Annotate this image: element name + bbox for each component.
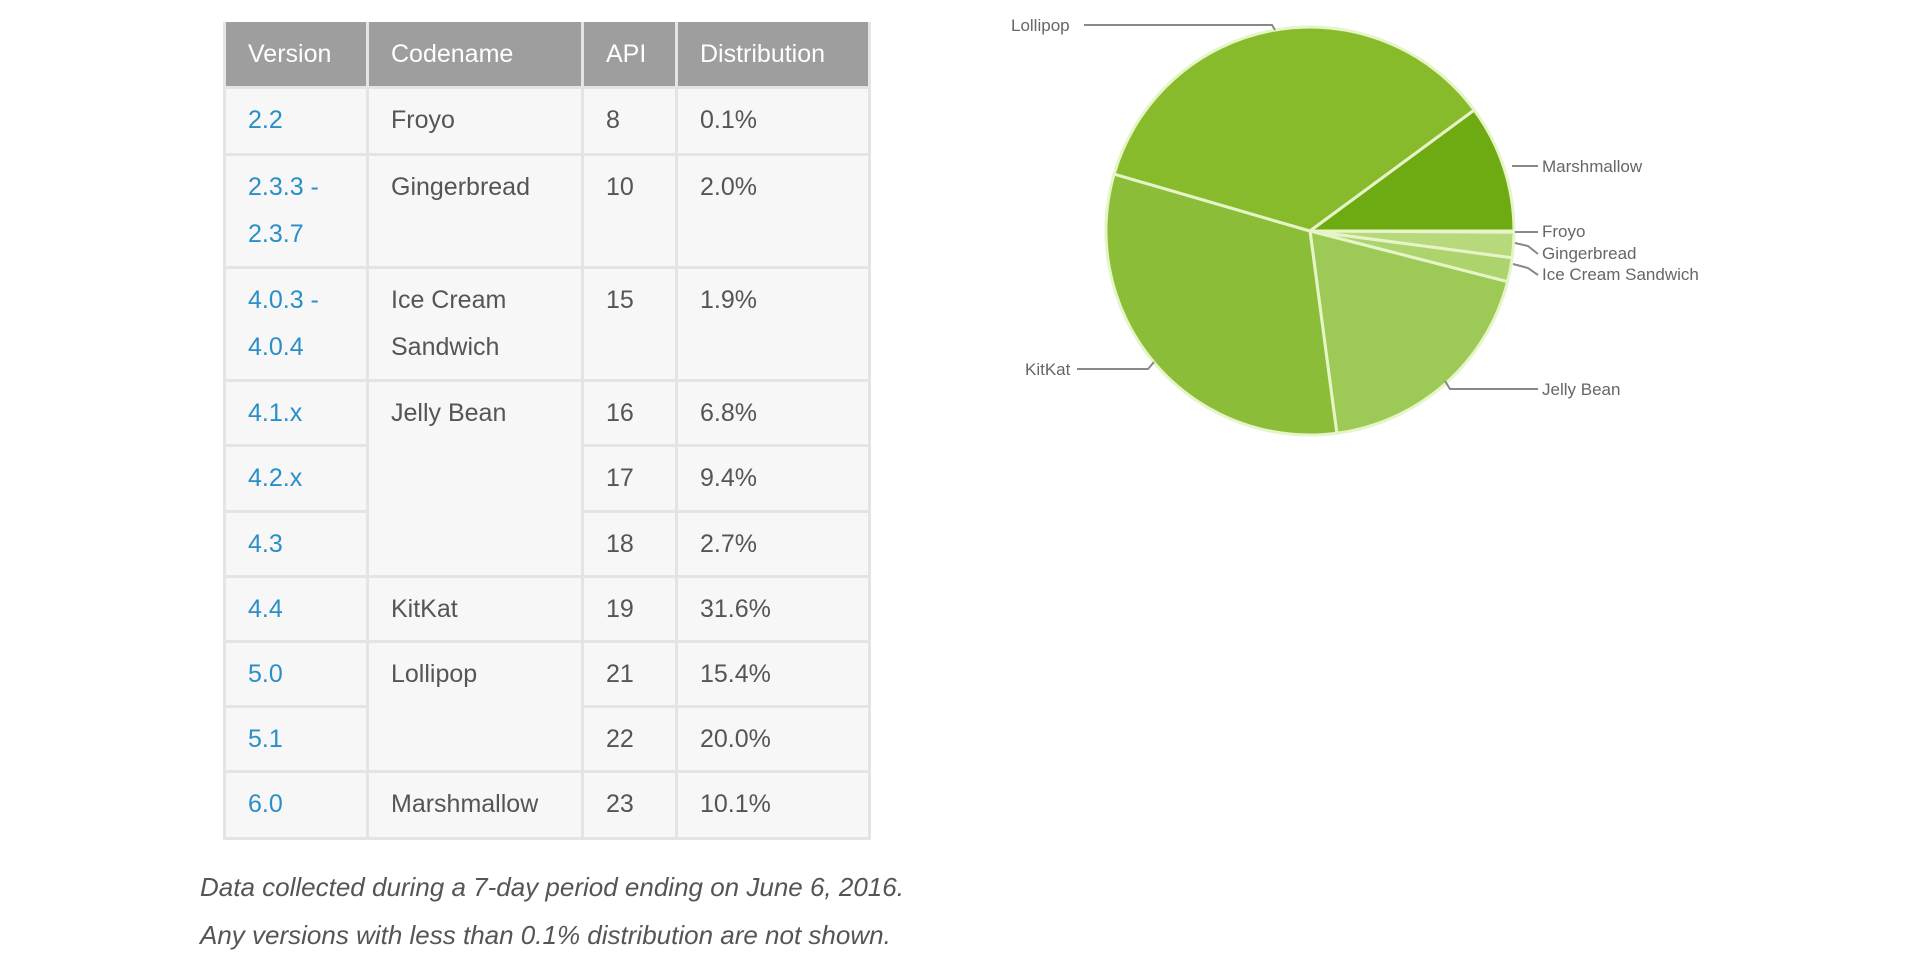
leader-line-jelly-bean xyxy=(1444,380,1538,390)
version-link[interactable]: 2.2 xyxy=(223,86,369,156)
pie-slice-marshmallow xyxy=(1308,108,1516,233)
api-cell: 21 xyxy=(581,640,678,708)
api-cell: 22 xyxy=(581,705,678,773)
distribution-cell: 1.9% xyxy=(675,266,871,382)
api-cell: 19 xyxy=(581,575,678,643)
version-link[interactable]: 4.1.x xyxy=(223,379,369,447)
api-cell: 23 xyxy=(581,770,678,840)
header-version: Version xyxy=(223,22,369,89)
table-row: 4.0.3 - 4.0.4 Ice Cream Sandwich 15 1.9% xyxy=(223,266,871,382)
api-cell: 17 xyxy=(581,444,678,513)
api-cell: 16 xyxy=(581,379,678,447)
distribution-table: Version Codename API Distribution 2.2 Fr… xyxy=(223,22,871,840)
table-row: 4.1.x Jelly Bean 16 6.8% xyxy=(223,379,871,578)
label-froyo: Froyo xyxy=(1542,222,1585,241)
table-row: 5.0 Lollipop 21 15.4% xyxy=(223,640,871,773)
codename-cell: KitKat xyxy=(366,575,584,643)
table-row: 4.4 KitKat 19 31.6% xyxy=(223,575,871,643)
table-row: 2.2 Froyo 8 0.1% xyxy=(223,86,871,156)
version-link[interactable]: 4.4 xyxy=(223,575,369,643)
leader-line-lollipop xyxy=(1084,24,1276,31)
version-link[interactable]: 5.0 xyxy=(223,640,369,708)
version-link[interactable]: 4.2.x xyxy=(223,444,369,513)
api-cell: 18 xyxy=(581,510,678,578)
codename-cell: Marshmallow xyxy=(366,770,584,840)
label-ice-cream-sandwich: Ice Cream Sandwich xyxy=(1542,265,1699,284)
version-link[interactable]: 2.3.3 - 2.3.7 xyxy=(223,153,369,269)
api-cell: 8 xyxy=(581,86,678,156)
distribution-cell: 31.6% xyxy=(675,575,871,643)
codename-cell: Froyo xyxy=(366,86,584,156)
api-cell: 15 xyxy=(581,266,678,382)
label-jelly-bean: Jelly Bean xyxy=(1542,380,1620,399)
distribution-cell: 2.0% xyxy=(675,153,871,269)
header-api: API xyxy=(581,22,678,89)
header-distribution: Distribution xyxy=(675,22,871,89)
label-kitkat: KitKat xyxy=(1025,360,1071,379)
pie-slice-kitkat xyxy=(1104,172,1339,437)
table-header-row: Version Codename API Distribution xyxy=(223,22,871,89)
leader-line-kitkat xyxy=(1077,361,1155,370)
codename-cell: Ice Cream Sandwich xyxy=(366,266,584,382)
distribution-cell: 9.4% xyxy=(675,444,871,513)
pie-slice-jelly-bean xyxy=(1308,229,1510,435)
label-gingerbread: Gingerbread xyxy=(1542,244,1637,263)
table-row: 2.3.3 - 2.3.7 Gingerbread 10 2.0% xyxy=(223,153,871,269)
leader-line-ice-cream-sandwich xyxy=(1512,263,1539,276)
version-link[interactable]: 5.1 xyxy=(223,705,369,773)
distribution-cell: 0.1% xyxy=(675,86,871,156)
header-codename: Codename xyxy=(366,22,584,89)
version-link[interactable]: 4.0.3 - 4.0.4 xyxy=(223,266,369,382)
distribution-cell: 20.0% xyxy=(675,705,871,773)
version-link[interactable]: 6.0 xyxy=(223,770,369,840)
codename-cell: Gingerbread xyxy=(366,153,584,269)
version-link[interactable]: 4.3 xyxy=(223,510,369,578)
distribution-cell: 2.7% xyxy=(675,510,871,578)
codename-cell: Lollipop xyxy=(366,640,584,773)
table-row: 6.0 Marshmallow 23 10.1% xyxy=(223,770,871,840)
table-row: 4.3 18 2.7% xyxy=(223,510,871,578)
label-lollipop: Lollipop xyxy=(1011,16,1070,35)
footnote-threshold: Any versions with less than 0.1% distrib… xyxy=(200,920,891,950)
table-row: 4.2.x 17 9.4% xyxy=(223,444,871,513)
distribution-cell: 10.1% xyxy=(675,770,871,840)
table-row: 5.1 22 20.0% xyxy=(223,705,871,773)
leader-line-gingerbread xyxy=(1514,242,1539,255)
label-marshmallow: Marshmallow xyxy=(1542,157,1643,176)
distribution-cell: 6.8% xyxy=(675,379,871,447)
footnote-collection-period: Data collected during a 7-day period end… xyxy=(200,872,904,902)
api-cell: 10 xyxy=(581,153,678,269)
pie-slices xyxy=(1104,25,1516,437)
codename-cell: Jelly Bean xyxy=(366,379,584,578)
distribution-cell: 15.4% xyxy=(675,640,871,708)
